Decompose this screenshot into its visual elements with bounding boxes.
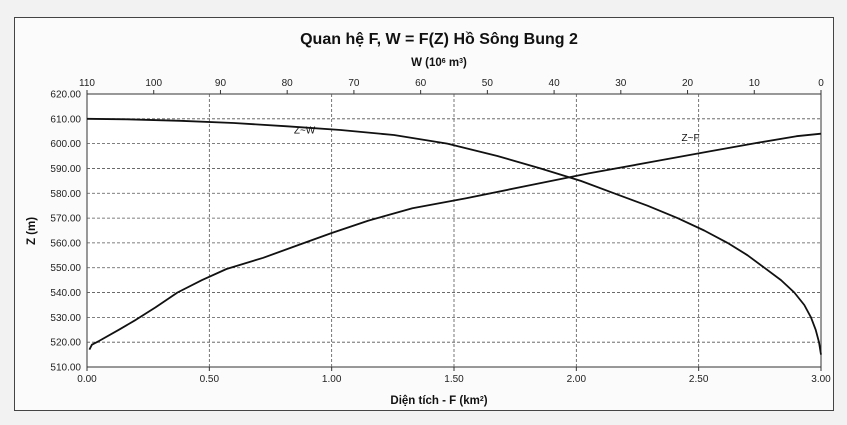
chart-frame: Quan hệ F, W = F(Z) Hồ Sông Bung 2 W (10…: [14, 17, 834, 411]
x-tick-label: 1.00: [322, 374, 342, 385]
curve-label-z-f: Z~F: [682, 133, 700, 144]
top-tick-label: 30: [615, 78, 627, 89]
series-line-z-w: [86, 117, 822, 355]
y-tick-label: 520.00: [50, 338, 81, 349]
y-axis-title: Z (m): [26, 217, 38, 245]
curve-label-z-w: Z~W: [294, 126, 316, 137]
y-tick-label: 530.00: [50, 313, 81, 324]
top-tick-label: 110: [79, 78, 95, 89]
x-tick-label: 0.50: [200, 374, 220, 385]
y-tick-label: 560.00: [50, 238, 81, 249]
y-tick-label: 600.00: [50, 139, 81, 150]
top-tick-label: 70: [348, 78, 360, 89]
chart-title: Quan hệ F, W = F(Z) Hồ Sông Bung 2: [300, 31, 578, 48]
x-tick-label: 2.00: [567, 374, 587, 385]
top-tick-label: 20: [682, 78, 694, 89]
top-tick-label: 100: [145, 78, 162, 89]
y-tick-label: 610.00: [50, 114, 81, 125]
x-tick-label: 0.00: [77, 374, 97, 385]
bottom-axis-title: Diện tích - F (km2): [390, 395, 487, 407]
top-tick-label: 50: [482, 78, 494, 89]
y-tick-label: 620.00: [50, 90, 81, 101]
x-tick-label: 3.00: [811, 374, 831, 385]
chart-svg: Quan hệ F, W = F(Z) Hồ Sông Bung 2 W (10…: [26, 31, 831, 407]
y-tick-label: 580.00: [50, 189, 81, 200]
top-tick-label: 60: [415, 78, 427, 89]
y-tick-label: 510.00: [50, 363, 81, 374]
y-tick-label: 550.00: [50, 263, 81, 274]
series-line-z-f: [88, 132, 822, 351]
top-axis-title: W (106 m3): [411, 57, 467, 69]
top-tick-label: 40: [549, 78, 561, 89]
x-tick-label: 1.50: [444, 374, 464, 385]
top-tick-label: 90: [215, 78, 227, 89]
top-tick-label: 80: [282, 78, 294, 89]
x-tick-label: 2.50: [689, 374, 709, 385]
y-tick-label: 570.00: [50, 214, 81, 225]
top-tick-label: 0: [818, 78, 824, 89]
y-tick-label: 590.00: [50, 164, 81, 175]
y-tick-label: 540.00: [50, 288, 81, 299]
top-tick-label: 10: [749, 78, 761, 89]
plot-area: 510.00 520.00 530.00 540.00 550.00 560.00 570.…: [50, 78, 831, 385]
